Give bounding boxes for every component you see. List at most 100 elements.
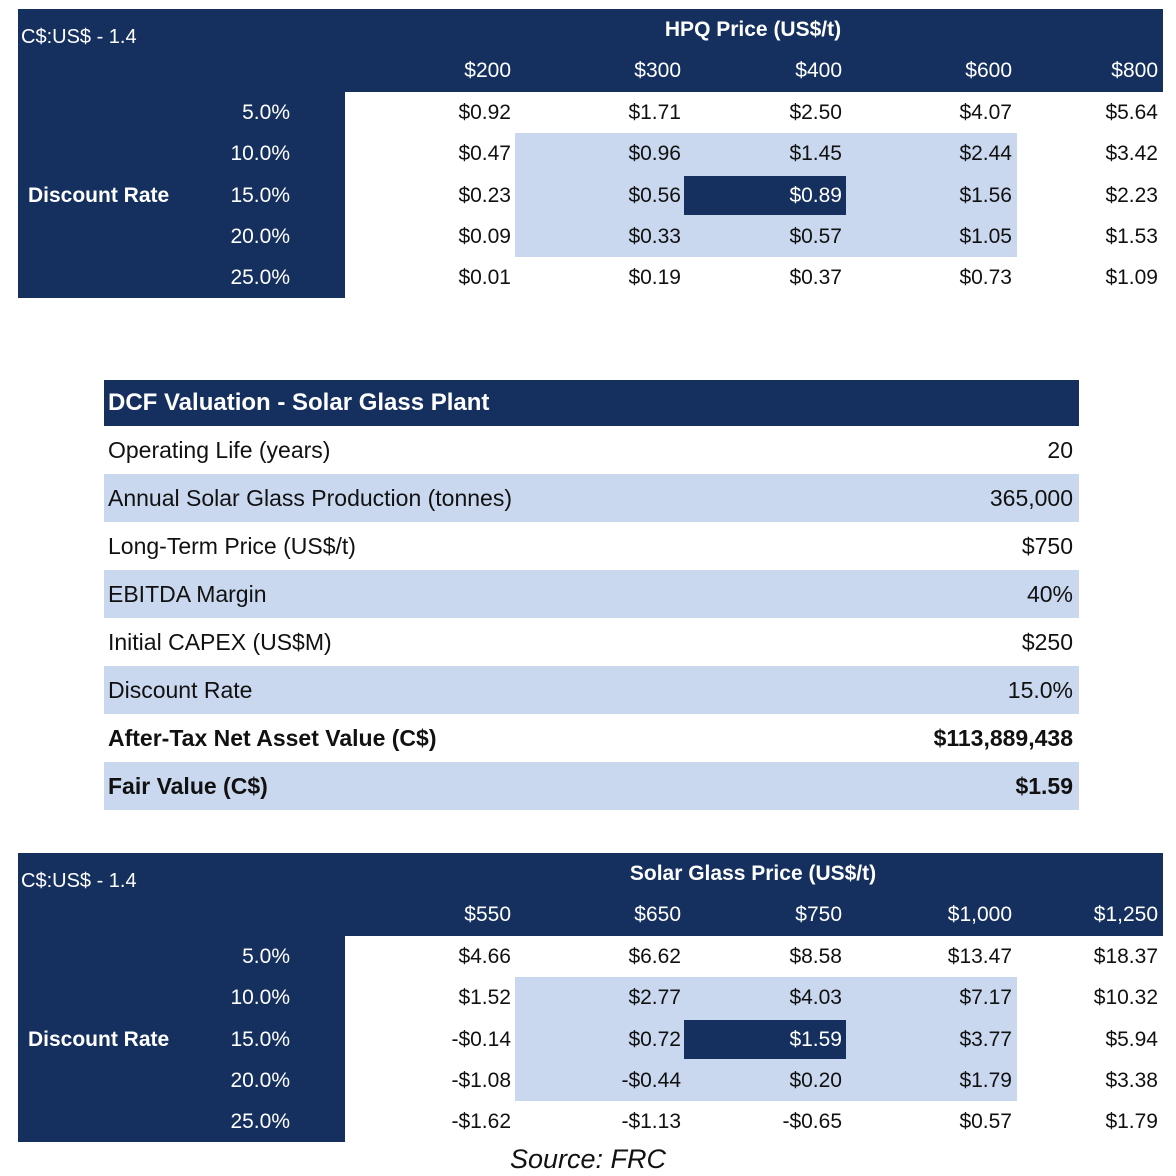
table-cell: $0.96 <box>628 142 681 166</box>
table-cell: $1.09 <box>1105 266 1158 290</box>
base-case-highlight <box>684 1019 846 1059</box>
fx-rate-label: C$:US$ - 1.4 <box>21 26 137 48</box>
dcf-row-label: Annual Solar Glass Production (tonnes) <box>108 485 512 511</box>
table-cell: $0.56 <box>628 183 681 207</box>
table-cell: $1.05 <box>959 224 1012 248</box>
dcf-row-value: 15.0% <box>1007 677 1073 703</box>
table-cell: $0.47 <box>458 142 511 166</box>
column-header: $200 <box>464 59 511 82</box>
column-header: $600 <box>965 59 1012 82</box>
row-header-band <box>18 92 345 298</box>
table-cell: $13.47 <box>947 945 1012 968</box>
table-cell: $3.38 <box>1105 1068 1158 1092</box>
table-header-band <box>18 853 1163 936</box>
hpq-sensitivity-table: C$:US$ - 1.4 HPQ Price (US$/t) $200 $300 $40… <box>18 9 1163 298</box>
table-cell: $0.73 <box>959 266 1012 290</box>
discount-rate-value: 10.0% <box>230 142 290 166</box>
dcf-row: After-Tax Net Asset Value (C$) $113,889,4… <box>104 714 1079 762</box>
table-cell: $2.44 <box>959 142 1012 166</box>
table-cell: $5.94 <box>1105 1027 1158 1051</box>
price-axis-title: Solar Glass Price (US$/t) <box>629 862 877 885</box>
table-cell: $0.89 <box>789 183 842 207</box>
source-note: Source: FRC <box>509 1144 667 1174</box>
table-cell: $3.42 <box>1105 142 1158 166</box>
column-header: $300 <box>634 59 681 82</box>
table-cell: $0.23 <box>458 183 511 207</box>
fx-rate-label: C$:US$ - 1.4 <box>21 870 137 892</box>
base-case-highlight <box>684 175 846 215</box>
dcf-row-value: 40% <box>1026 581 1073 607</box>
column-header: $650 <box>634 903 681 926</box>
discount-rate-value: 25.0% <box>230 266 290 290</box>
table-cell: $2.77 <box>628 986 681 1010</box>
table-cell: -$1.62 <box>451 1110 511 1134</box>
table-cell: $0.72 <box>628 1027 681 1051</box>
dcf-row-label: Initial CAPEX (US$M) <box>108 629 332 655</box>
table-cell: $10.32 <box>1093 986 1158 1010</box>
discount-rate-label: Discount Rate <box>28 1027 170 1051</box>
price-axis-title: HPQ Price (US$/t) <box>664 18 842 41</box>
table-cell: $6.62 <box>628 945 681 968</box>
column-header: $550 <box>464 903 511 926</box>
dcf-row: Discount Rate 15.0% <box>104 666 1079 714</box>
dcf-row: Fair Value (C$) $1.59 <box>104 762 1079 810</box>
discount-rate-label: Discount Rate <box>28 183 170 207</box>
table-cell: $3.77 <box>959 1027 1012 1051</box>
table-cell: $1.56 <box>959 183 1012 207</box>
dcf-row-value: 365,000 <box>989 485 1073 511</box>
discount-rate-value: 20.0% <box>230 1068 290 1092</box>
table-cell: -$1.08 <box>451 1068 511 1092</box>
table-cell: $1.52 <box>458 986 511 1010</box>
discount-rate-value: 20.0% <box>230 224 290 248</box>
row-header-band <box>18 936 345 1142</box>
table-cell: $0.57 <box>959 1110 1012 1134</box>
dcf-row-value: $1.59 <box>1015 773 1073 799</box>
table-cell: -$1.13 <box>621 1110 681 1134</box>
table-cell: $0.57 <box>789 224 842 248</box>
table-cell: $1.71 <box>628 101 681 124</box>
table-cell: -$0.44 <box>621 1068 681 1092</box>
dcf-row: Operating Life (years) 20 <box>104 426 1079 474</box>
dcf-row-label: EBITDA Margin <box>108 581 267 607</box>
column-header: $750 <box>795 903 842 926</box>
discount-rate-value: 15.0% <box>230 1027 290 1051</box>
table-cell: $7.17 <box>959 986 1012 1010</box>
dcf-row: Initial CAPEX (US$M) $250 <box>104 618 1079 666</box>
dcf-row-value: $250 <box>1021 629 1073 655</box>
table-cell: -$0.14 <box>451 1027 511 1051</box>
column-header: $800 <box>1111 59 1158 82</box>
discount-rate-value: 10.0% <box>230 986 290 1010</box>
table-cell: $0.01 <box>458 266 511 290</box>
discount-rate-value: 5.0% <box>242 945 290 968</box>
dcf-row: EBITDA Margin 40% <box>104 570 1079 618</box>
dcf-row-value: 20 <box>1047 437 1073 463</box>
table-cell: $0.33 <box>628 224 681 248</box>
table-cell: $0.37 <box>789 266 842 290</box>
table-cell: $0.09 <box>458 224 511 248</box>
table-cell: $0.20 <box>789 1068 842 1092</box>
table-cell: $5.64 <box>1105 101 1158 124</box>
dcf-row-value: $113,889,438 <box>933 725 1073 751</box>
table-cell: $2.23 <box>1105 183 1158 207</box>
table-cell: $4.07 <box>959 101 1012 124</box>
table-cell: $1.79 <box>959 1068 1012 1092</box>
dcf-row: Long-Term Price (US$/t) $750 <box>104 522 1079 570</box>
column-header: $400 <box>795 59 842 82</box>
dcf-row-label: Operating Life (years) <box>108 437 331 463</box>
table-cell: $1.79 <box>1105 1110 1158 1134</box>
table-cell: $18.37 <box>1093 945 1158 968</box>
dcf-row-value: $750 <box>1021 533 1073 559</box>
table-cell: $1.45 <box>789 142 842 166</box>
discount-rate-value: 15.0% <box>230 183 290 207</box>
table-cell: $1.53 <box>1105 224 1158 248</box>
discount-rate-value: 5.0% <box>242 101 290 124</box>
dcf-row-label: Discount Rate <box>108 677 253 703</box>
table-cell: $4.03 <box>789 986 842 1010</box>
dcf-row-label: Fair Value (C$) <box>108 773 268 799</box>
dcf-title: DCF Valuation - Solar Glass Plant <box>104 380 1079 426</box>
table-cell: $0.92 <box>458 101 511 124</box>
table-cell: $8.58 <box>789 945 842 968</box>
table-header-band <box>18 9 1163 92</box>
dcf-row: Annual Solar Glass Production (tonnes) 36… <box>104 474 1079 522</box>
dcf-row-label: After-Tax Net Asset Value (C$) <box>108 725 437 751</box>
